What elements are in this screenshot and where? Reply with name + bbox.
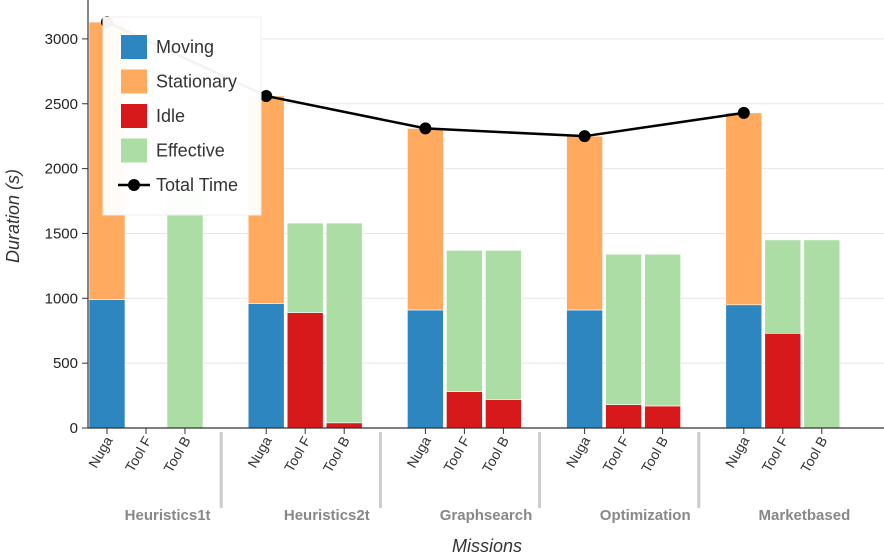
x-tick-label: Nuga [722, 433, 753, 470]
legend-label: Stationary [156, 72, 237, 92]
bar-segment-effective [605, 253, 642, 405]
total-time-point [419, 122, 432, 135]
bar-segment-idle [605, 404, 642, 429]
legend-label: Idle [156, 106, 185, 126]
group-label: Heuristics1t [125, 507, 211, 524]
total-time-point [260, 89, 273, 102]
legend-swatch [121, 104, 147, 128]
legend-swatch [121, 69, 147, 94]
x-tick-label: Nuga [403, 433, 434, 470]
y-tick-label: 500 [53, 355, 78, 372]
x-tick-label: Tool B [479, 434, 512, 476]
bar-segment-idle [446, 391, 483, 429]
x-tick-label: Tool B [638, 434, 671, 476]
legend-swatch [121, 35, 147, 59]
bar-segment-moving [88, 299, 126, 429]
y-axis-title: Duration (s) [3, 169, 23, 263]
total-time-point [737, 106, 750, 119]
bar-segment-idle [286, 312, 324, 429]
y-tick-label: 3000 [45, 31, 78, 48]
axes: 0 500 1000 1500 2000 2500 3000 [45, 0, 884, 437]
bar-segment-stationary [725, 112, 763, 306]
bar-segment-moving [566, 309, 603, 429]
bar-segment-effective [803, 239, 841, 429]
x-tick-label: Tool F [758, 434, 791, 475]
y-tick-label: 1000 [45, 290, 78, 307]
legend-label: Effective [156, 141, 225, 161]
x-tick-label: Tool F [122, 434, 155, 475]
bar-segment-moving [407, 309, 444, 429]
x-tick-label: Tool F [599, 434, 632, 475]
bar-segment-effective [166, 183, 204, 429]
y-tick-label: 2500 [45, 96, 78, 113]
bar-segment-effective [644, 253, 681, 407]
x-tick-label: Tool B [160, 434, 193, 476]
bar-segment-moving [725, 304, 763, 429]
legend-marker [128, 179, 140, 191]
bar-segment-stationary [566, 135, 603, 311]
x-tick-label: Nuga [85, 433, 116, 470]
group-label: Graphsearch [440, 507, 533, 524]
bar-segment-idle [325, 422, 363, 429]
bar-segment-effective [485, 250, 522, 400]
bar-segment-moving [247, 303, 285, 429]
bar-segment-idle [485, 399, 522, 429]
legend-label: Moving [156, 37, 214, 57]
group-label: Marketbased [759, 507, 851, 524]
x-tick-label: Nuga [244, 433, 275, 470]
x-tick-label: Tool B [319, 434, 352, 476]
bar-segment-effective [325, 222, 363, 424]
bar-segment-idle [644, 405, 681, 429]
bar-segment-effective [446, 250, 483, 392]
bar-segment-effective [286, 222, 324, 313]
group-label: Heuristics2t [284, 507, 370, 524]
total-time-point [578, 130, 591, 143]
bar-segment-effective [764, 239, 802, 334]
y-tick-label: 2000 [45, 161, 78, 178]
legend: Moving Stationary Idle Effective Total Time [102, 16, 262, 216]
x-tick-label: Tool B [797, 434, 830, 476]
x-tick-label: Tool F [281, 434, 314, 475]
legend-label: Total Time [156, 175, 238, 195]
group-label: Optimization [600, 507, 691, 524]
bar-segment-stationary [407, 128, 444, 311]
x-tick-label: Nuga [563, 433, 594, 470]
x-tick-label: Tool F [440, 434, 473, 475]
bar-segment-idle [764, 333, 802, 429]
y-tick-label: 0 [70, 420, 78, 437]
legend-swatch [121, 138, 147, 163]
x-axis-title: Missions [452, 536, 522, 556]
y-tick-label: 1500 [45, 225, 78, 242]
